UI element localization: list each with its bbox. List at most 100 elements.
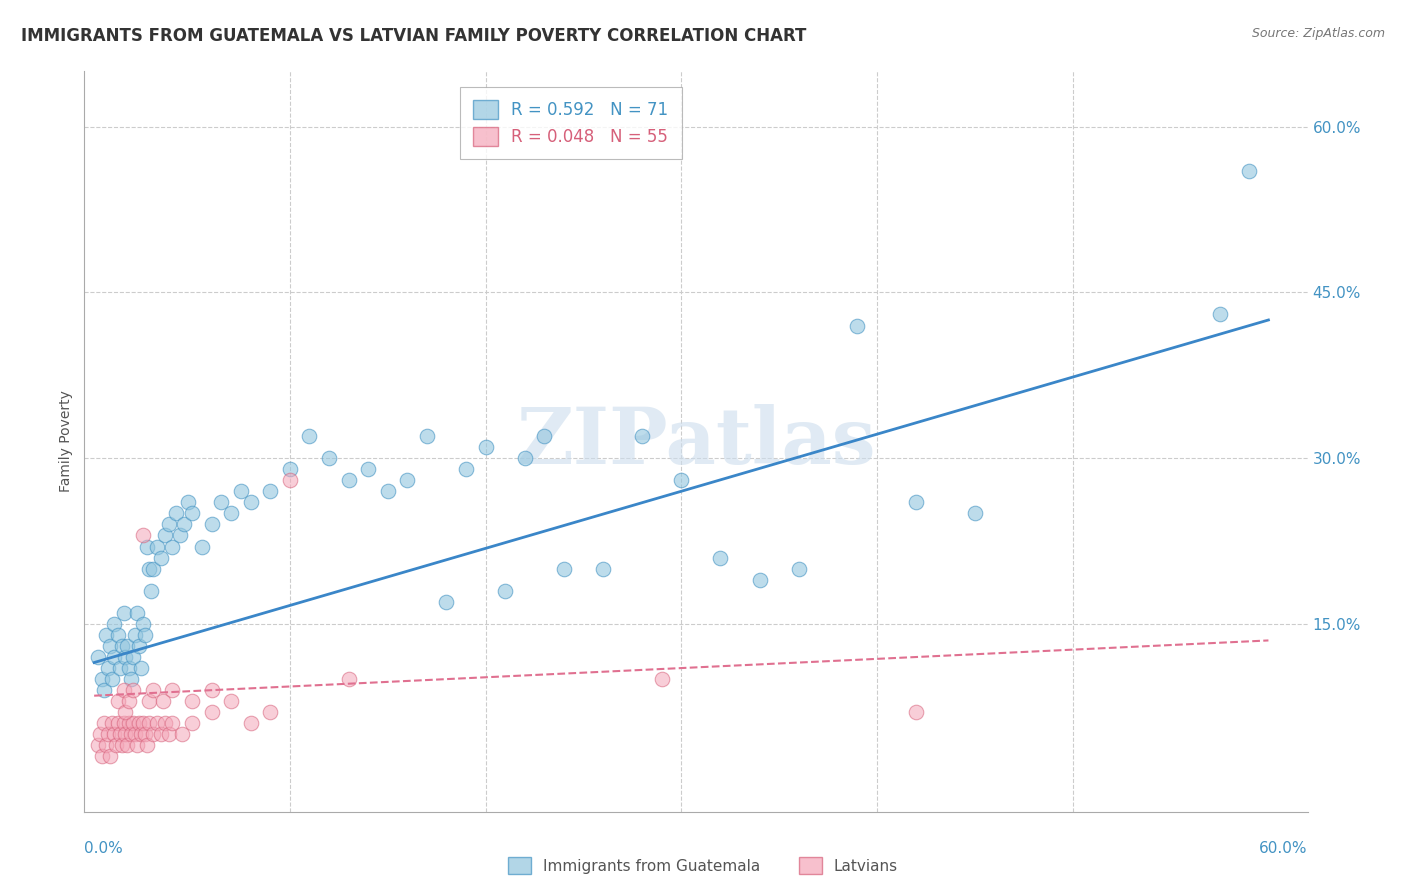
Point [129, 661, 152, 675]
Point [787, 561, 810, 575]
Point [136, 739, 159, 753]
Point [905, 495, 928, 509]
Legend: Immigrants from Guatemala, Latvians: Immigrants from Guatemala, Latvians [502, 851, 904, 880]
Point [153, 716, 176, 731]
Point [229, 484, 252, 499]
Point [104, 739, 127, 753]
Point [146, 540, 169, 554]
Point [103, 650, 125, 665]
Point [112, 683, 135, 698]
Point [553, 561, 575, 575]
Point [117, 639, 139, 653]
Point [474, 440, 496, 454]
Point [118, 716, 141, 731]
Point [93, 683, 115, 698]
Point [162, 683, 184, 698]
Point [97, 727, 120, 741]
Point [631, 429, 654, 443]
Point [1208, 308, 1230, 322]
Point [318, 451, 340, 466]
Point [533, 429, 555, 443]
Point [209, 495, 232, 509]
Point [172, 727, 194, 741]
Point [259, 484, 281, 499]
Point [138, 716, 160, 731]
Point [112, 716, 135, 731]
Point [157, 727, 180, 741]
Point [513, 451, 536, 466]
Point [177, 495, 200, 509]
Point [120, 672, 142, 686]
Point [114, 727, 136, 741]
Point [117, 739, 139, 753]
Point [134, 727, 156, 741]
Point [259, 706, 281, 720]
Point [87, 739, 110, 753]
Text: Source: ZipAtlas.com: Source: ZipAtlas.com [1251, 27, 1385, 40]
Point [100, 672, 122, 686]
Point [142, 727, 165, 741]
Point [129, 727, 152, 741]
Point [181, 694, 204, 708]
Point [494, 583, 516, 598]
Point [97, 661, 120, 675]
Point [162, 540, 184, 554]
Point [142, 683, 165, 698]
Point [169, 528, 191, 542]
Text: 60.0%: 60.0% [1260, 841, 1308, 856]
Point [651, 672, 673, 686]
Point [108, 727, 131, 741]
Point [132, 716, 155, 731]
Point [181, 716, 204, 731]
Y-axis label: Family Poverty: Family Poverty [59, 391, 73, 492]
Point [128, 639, 150, 653]
Point [127, 739, 149, 753]
Point [671, 473, 693, 487]
Point [905, 706, 928, 720]
Point [91, 672, 114, 686]
Legend: R = 0.592   N = 71, R = 0.048   N = 55: R = 0.592 N = 71, R = 0.048 N = 55 [460, 87, 682, 160]
Point [162, 716, 184, 731]
Text: ZIPatlas: ZIPatlas [516, 403, 876, 480]
Point [149, 727, 172, 741]
Point [108, 661, 131, 675]
Point [592, 561, 614, 575]
Point [219, 507, 242, 521]
Point [436, 595, 458, 609]
Point [132, 616, 155, 631]
Point [165, 507, 187, 521]
Point [357, 462, 380, 476]
Point [157, 517, 180, 532]
Point [87, 650, 110, 665]
Point [124, 628, 146, 642]
Point [337, 473, 360, 487]
Point [200, 683, 222, 698]
Point [146, 716, 169, 731]
Point [134, 628, 156, 642]
Point [152, 694, 174, 708]
Point [110, 639, 132, 653]
Point [239, 716, 262, 731]
Point [112, 606, 135, 620]
Point [110, 739, 132, 753]
Point [118, 661, 141, 675]
Point [454, 462, 477, 476]
Point [120, 727, 142, 741]
Point [122, 683, 145, 698]
Point [153, 528, 176, 542]
Point [200, 517, 222, 532]
Point [128, 716, 150, 731]
Point [98, 639, 121, 653]
Point [138, 694, 160, 708]
Point [94, 739, 117, 753]
Point [748, 573, 770, 587]
Point [98, 749, 121, 764]
Point [416, 429, 439, 443]
Point [122, 716, 145, 731]
Point [337, 672, 360, 686]
Point [107, 628, 129, 642]
Point [846, 318, 869, 333]
Point [377, 484, 399, 499]
Point [278, 473, 301, 487]
Point [114, 650, 136, 665]
